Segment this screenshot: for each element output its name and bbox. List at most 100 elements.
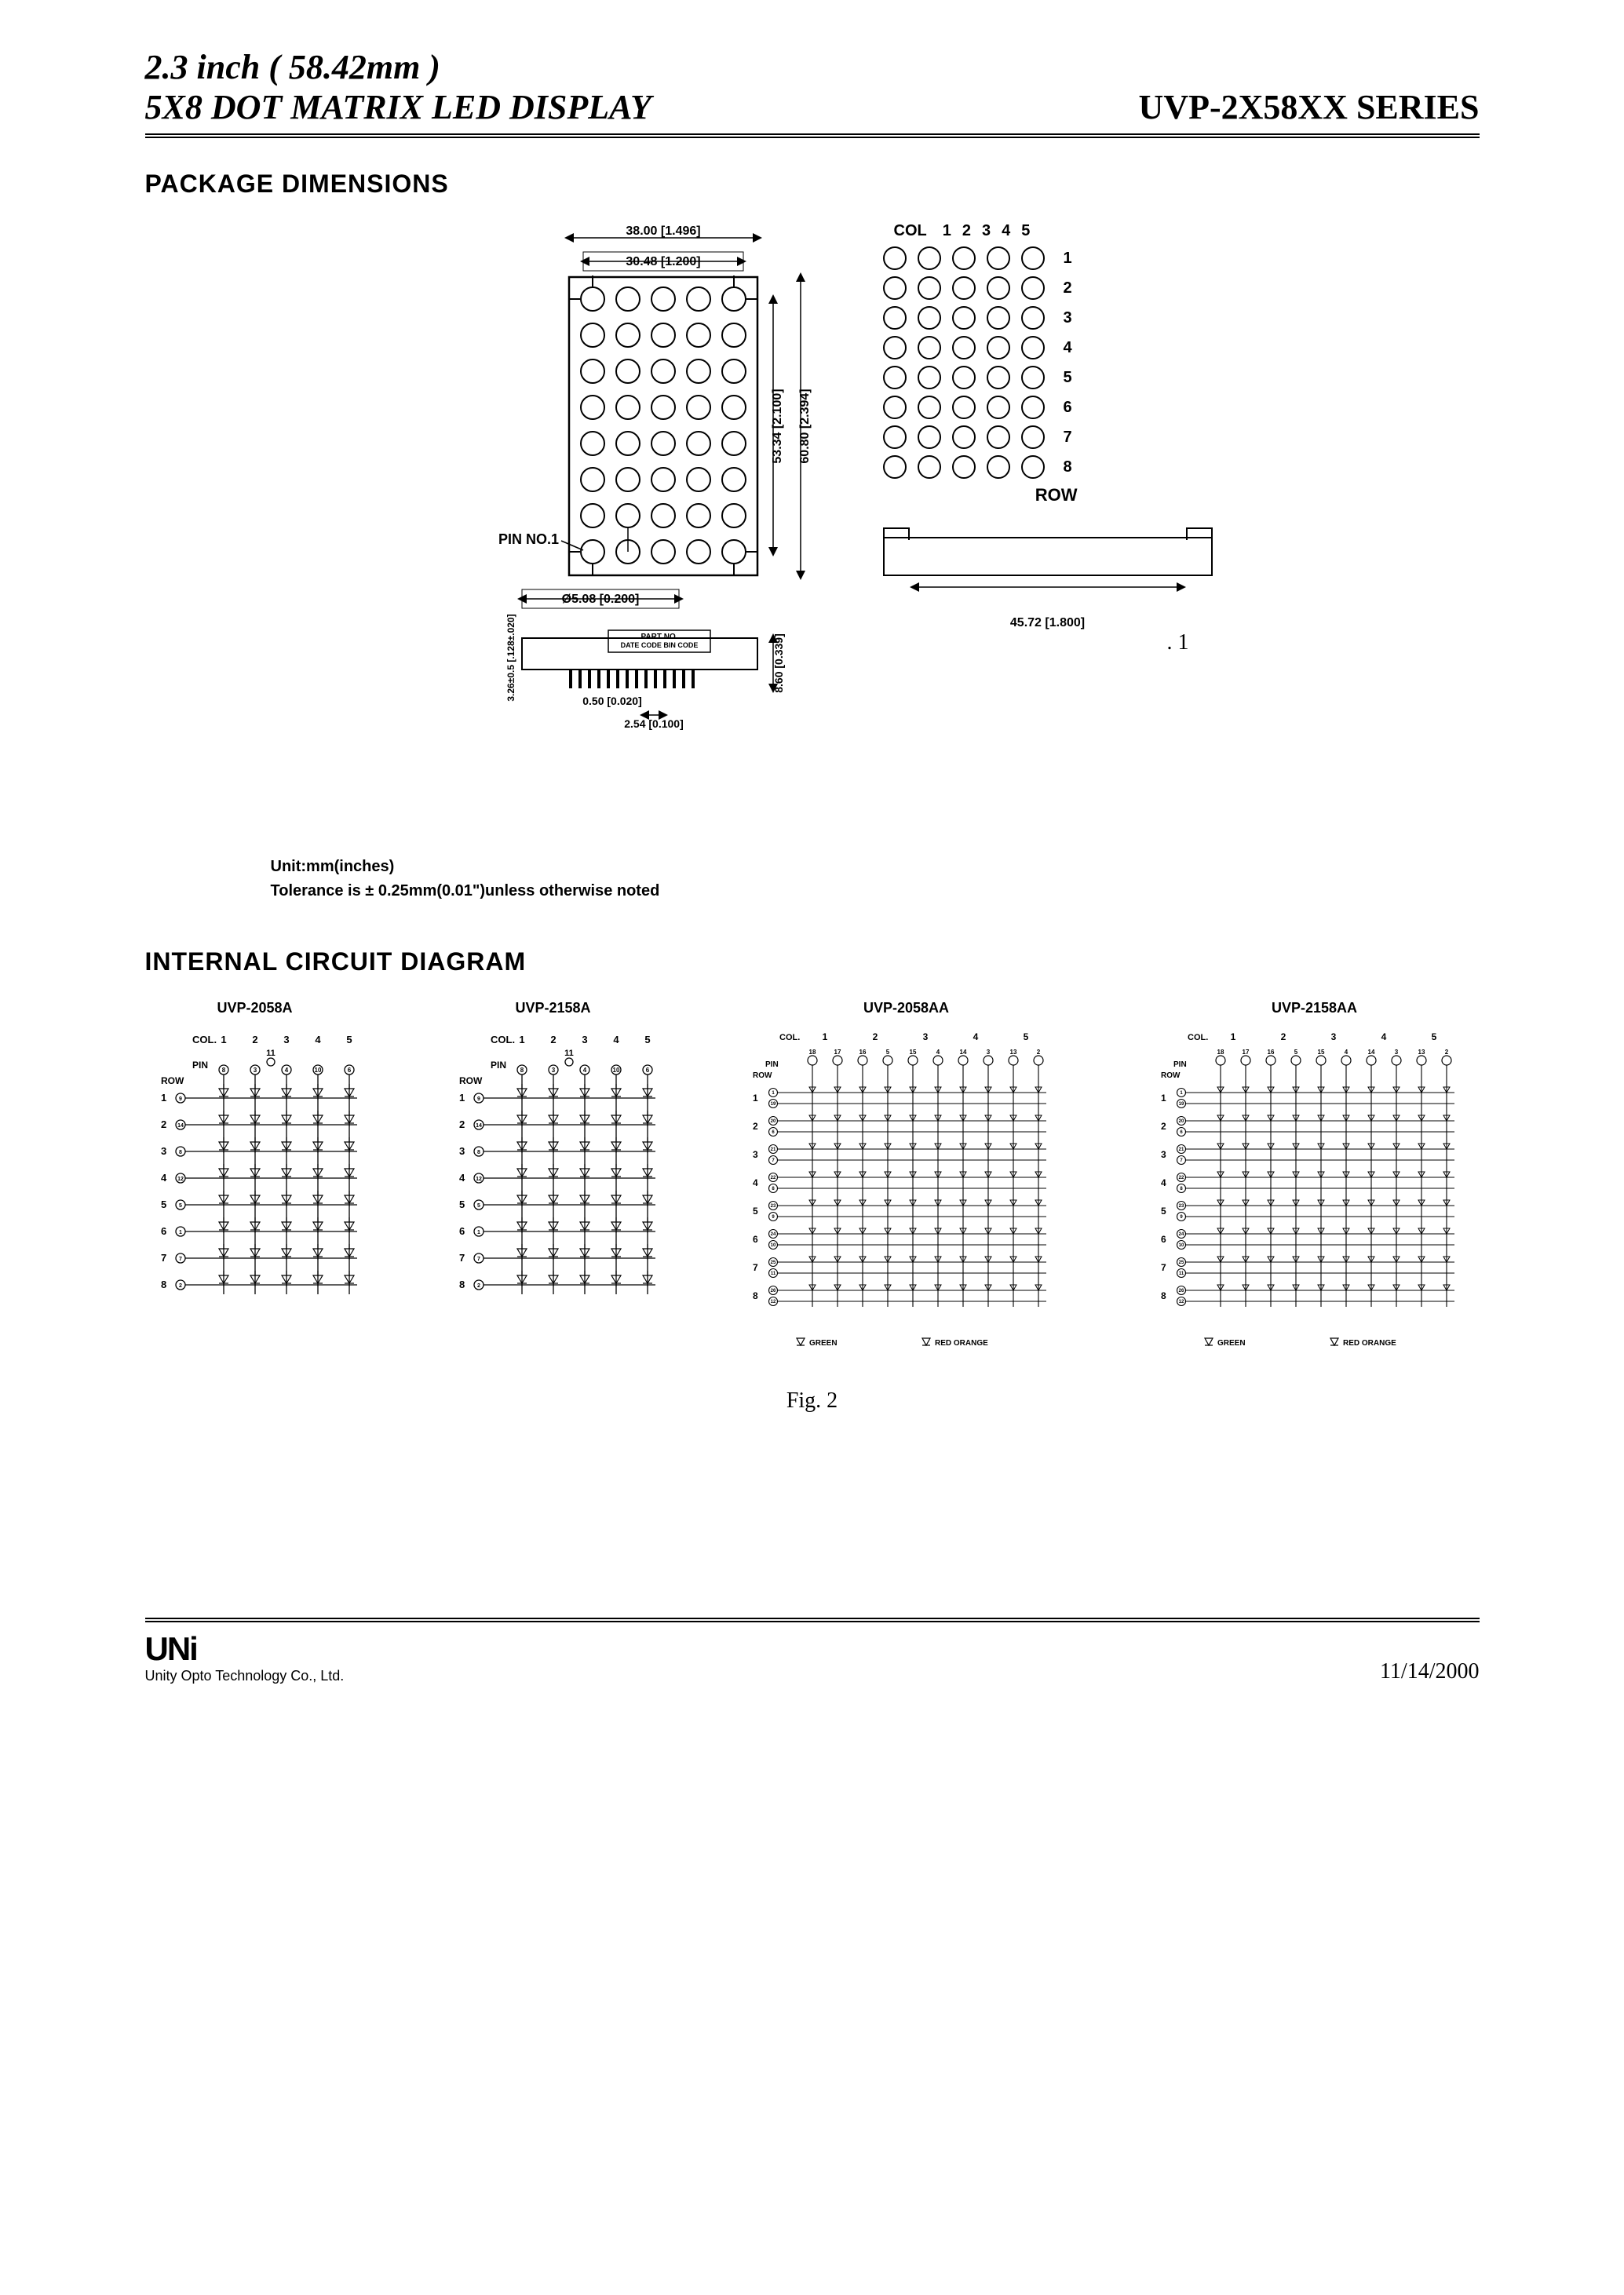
svg-text:18: 18 bbox=[1217, 1049, 1224, 1056]
row-num: 3 bbox=[1064, 309, 1078, 327]
bottom-pins bbox=[569, 670, 695, 688]
led-dot bbox=[1021, 366, 1045, 389]
svg-text:5: 5 bbox=[885, 1049, 889, 1056]
led-dot bbox=[952, 246, 976, 270]
svg-text:17: 17 bbox=[834, 1049, 841, 1056]
svg-text:4: 4 bbox=[936, 1049, 940, 1056]
svg-text:4: 4 bbox=[1381, 1031, 1386, 1042]
part-no-label: PART NO. bbox=[640, 633, 677, 641]
svg-text:4: 4 bbox=[582, 1067, 586, 1074]
circuit-block: UVP-2058ACOL.1234511PIN834106ROW19214384… bbox=[145, 1000, 365, 1357]
svg-text:8: 8 bbox=[1161, 1290, 1166, 1301]
svg-text:3: 3 bbox=[922, 1031, 928, 1042]
led-dot bbox=[1021, 246, 1045, 270]
svg-text:6: 6 bbox=[347, 1067, 351, 1074]
svg-text:1: 1 bbox=[1230, 1031, 1235, 1042]
svg-text:PIN: PIN bbox=[491, 1060, 506, 1071]
led-grid-row: 2 bbox=[883, 276, 1078, 300]
svg-text:1: 1 bbox=[179, 1230, 182, 1235]
svg-text:5: 5 bbox=[161, 1199, 166, 1210]
svg-text:5: 5 bbox=[459, 1199, 465, 1210]
svg-text:3: 3 bbox=[986, 1049, 990, 1056]
svg-text:2: 2 bbox=[161, 1118, 166, 1130]
svg-text:4: 4 bbox=[753, 1177, 758, 1188]
led-dot bbox=[883, 276, 907, 300]
led-dot bbox=[883, 455, 907, 479]
svg-text:8: 8 bbox=[221, 1067, 225, 1074]
svg-text:7: 7 bbox=[1161, 1262, 1166, 1273]
page-footer: UNi Unity Opto Technology Co., Ltd. 11/1… bbox=[145, 1618, 1480, 1684]
dot-matrix-grid bbox=[569, 275, 757, 575]
led-dot bbox=[987, 246, 1010, 270]
title-line2-left: 5X8 DOT MATRIX LED DISPLAY bbox=[145, 87, 651, 127]
svg-text:3: 3 bbox=[551, 1067, 555, 1074]
svg-text:COL.: COL. bbox=[1188, 1033, 1208, 1042]
svg-text:7: 7 bbox=[772, 1158, 775, 1163]
package-dimensions-heading: PACKAGE DIMENSIONS bbox=[145, 170, 1480, 199]
svg-text:9: 9 bbox=[477, 1096, 480, 1102]
svg-text:2: 2 bbox=[753, 1121, 758, 1132]
svg-text:11: 11 bbox=[266, 1049, 276, 1058]
svg-text:15: 15 bbox=[1317, 1049, 1324, 1056]
svg-text:6: 6 bbox=[161, 1225, 166, 1237]
circuit-block: UVP-2158ACOL.1234511PIN834106ROW19214384… bbox=[443, 1000, 663, 1357]
row-num: 5 bbox=[1064, 369, 1078, 387]
svg-text:11: 11 bbox=[564, 1049, 574, 1058]
svg-text:11: 11 bbox=[770, 1272, 776, 1276]
svg-text:5: 5 bbox=[179, 1203, 182, 1209]
svg-text:1: 1 bbox=[1161, 1093, 1166, 1104]
led-dot bbox=[883, 425, 907, 449]
dim-height-outer: 60.80 [2.394] bbox=[798, 389, 812, 463]
svg-text:22: 22 bbox=[1178, 1176, 1184, 1180]
svg-text:ROW: ROW bbox=[753, 1071, 772, 1080]
svg-text:5: 5 bbox=[1431, 1031, 1436, 1042]
svg-text:1: 1 bbox=[459, 1092, 465, 1104]
svg-text:7: 7 bbox=[1180, 1158, 1183, 1163]
svg-text:5: 5 bbox=[1294, 1049, 1297, 1056]
led-dot bbox=[952, 396, 976, 419]
svg-text:COL.: COL. bbox=[192, 1034, 217, 1045]
svg-text:10: 10 bbox=[770, 1243, 776, 1248]
led-dot bbox=[952, 306, 976, 330]
led-dot bbox=[987, 306, 1010, 330]
svg-text:4: 4 bbox=[315, 1034, 321, 1045]
svg-text:15: 15 bbox=[909, 1049, 916, 1056]
row-num: 7 bbox=[1064, 429, 1078, 447]
svg-text:14: 14 bbox=[177, 1123, 184, 1129]
svg-text:2: 2 bbox=[477, 1283, 480, 1289]
svg-text:12: 12 bbox=[476, 1177, 482, 1182]
svg-text:1: 1 bbox=[161, 1092, 166, 1104]
svg-text:20: 20 bbox=[770, 1119, 776, 1124]
package-drawing-right: COL 1 2 3 4 5 12345678 ROW bbox=[883, 222, 1213, 655]
circuit-block: UVP-2158AACOL.12345PIN1817165154143132RO… bbox=[1150, 1000, 1480, 1357]
led-dot bbox=[987, 396, 1010, 419]
svg-text:10: 10 bbox=[612, 1067, 619, 1074]
svg-text:4: 4 bbox=[161, 1172, 167, 1184]
svg-text:20: 20 bbox=[1178, 1119, 1184, 1124]
led-dot bbox=[1021, 425, 1045, 449]
svg-text:5: 5 bbox=[753, 1206, 758, 1217]
led-dot bbox=[918, 396, 941, 419]
svg-text:1: 1 bbox=[221, 1034, 226, 1045]
svg-text:7: 7 bbox=[477, 1257, 480, 1262]
circuit-block: UVP-2058AACOL.12345PIN1817165154143132RO… bbox=[742, 1000, 1071, 1357]
svg-text:3: 3 bbox=[283, 1034, 289, 1045]
svg-text:5: 5 bbox=[346, 1034, 352, 1045]
svg-text:12: 12 bbox=[1178, 1300, 1184, 1304]
svg-text:3: 3 bbox=[582, 1034, 587, 1045]
led-dot bbox=[952, 276, 976, 300]
svg-text:14: 14 bbox=[959, 1049, 966, 1056]
svg-text:6: 6 bbox=[772, 1130, 775, 1135]
svg-text:RED ORANGE: RED ORANGE bbox=[935, 1339, 988, 1348]
svg-text:6: 6 bbox=[753, 1234, 758, 1245]
fig2-caption: Fig. 2 bbox=[145, 1388, 1480, 1414]
svg-text:8: 8 bbox=[477, 1150, 480, 1155]
svg-text:GREEN: GREEN bbox=[1217, 1339, 1246, 1348]
date-code-label: DATE CODE BIN CODE bbox=[620, 641, 698, 649]
package-figure-row: 38.00 [1.496] 30.48 [1.200] bbox=[145, 222, 1480, 834]
svg-text:1: 1 bbox=[477, 1230, 480, 1235]
led-dot bbox=[1021, 455, 1045, 479]
svg-text:1: 1 bbox=[519, 1034, 524, 1045]
svg-text:8: 8 bbox=[1180, 1187, 1183, 1191]
col-num-3: 3 bbox=[982, 222, 991, 240]
